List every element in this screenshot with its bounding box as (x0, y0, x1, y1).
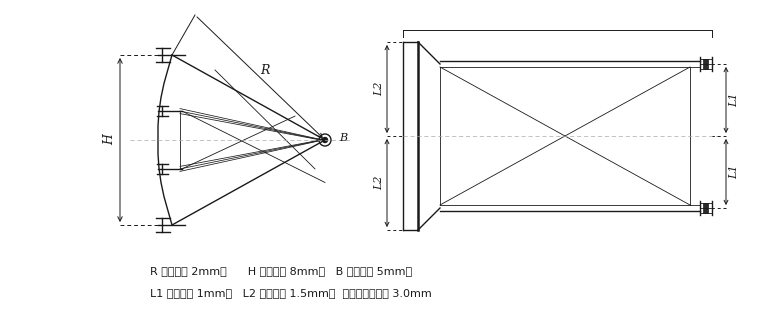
Bar (703, 59, 708, 69)
Text: L1: L1 (729, 93, 739, 107)
Circle shape (322, 138, 328, 142)
Text: R 允许偏差 2mm；      H 允许偏差 8mm；   B 允许偏差 5mm；: R 允许偏差 2mm； H 允许偏差 8mm； B 允许偏差 5mm； (150, 266, 412, 276)
Text: L1: L1 (729, 165, 739, 179)
Text: L2: L2 (374, 82, 384, 96)
Bar (703, 203, 708, 213)
Text: L1 允许偏差 1mm；   L2 允许偏差 1.5mm；  对角线允许偏差 3.0mm: L1 允许偏差 1mm； L2 允许偏差 1.5mm； 对角线允许偏差 3.0m… (150, 288, 432, 298)
Text: H: H (103, 135, 116, 145)
Text: R: R (261, 64, 270, 77)
Text: B: B (339, 133, 347, 143)
Text: L2: L2 (374, 176, 384, 190)
